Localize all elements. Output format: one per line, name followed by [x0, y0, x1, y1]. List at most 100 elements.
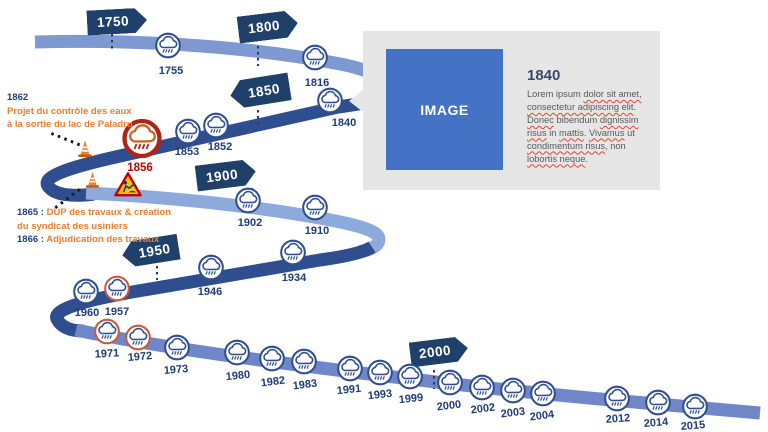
- info-panel: IMAGE 1840 Lorem ipsum dolor sit amet, co…: [349, 31, 660, 190]
- panel-text: 1840 Lorem ipsum dolor sit amet, consecte…: [527, 67, 655, 165]
- storm-icon: [164, 334, 190, 361]
- panel-body-line: lobortis neque.: [527, 153, 588, 164]
- decade-flag-1750: 1750: [86, 7, 147, 35]
- annotation-line: à la sortie du lac de Paladru: [7, 119, 133, 130]
- decade-flag-1850: 1850: [228, 72, 292, 109]
- roadwork-sign-icon: [114, 172, 142, 197]
- panel-body-line: risus in mattis. Vivamus ut: [527, 127, 635, 138]
- timeline-event-1840: [317, 87, 344, 119]
- year-label: 2015: [680, 418, 706, 432]
- timeline-event-2004: [530, 380, 557, 412]
- year-label: 1946: [197, 286, 223, 298]
- year-label: 2002: [470, 401, 496, 417]
- storm-icon: [203, 112, 229, 139]
- timeline-event-1910: [302, 194, 329, 226]
- timeline-event-1999: [397, 363, 424, 395]
- timeline-event-1816: [302, 44, 329, 76]
- flag-connector-dots-1950: [156, 266, 159, 280]
- annotation-line: 1866 : Adjudication des travaux: [17, 234, 160, 245]
- flag-connector-dots-1800: [257, 46, 260, 66]
- storm-icon: [125, 324, 151, 351]
- year-label: 1983: [292, 377, 318, 393]
- storm-icon: [469, 374, 495, 401]
- storm-icon: [437, 369, 463, 396]
- annotation-line: 1865 : DUP des travaux & création: [17, 207, 172, 218]
- storm-icon: [530, 380, 556, 407]
- traffic-cone-icon: [86, 171, 99, 188]
- year-label: 2003: [500, 405, 526, 421]
- year-label: 1982: [260, 374, 286, 390]
- year-label: 1972: [127, 349, 153, 365]
- traffic-cone-icon: [78, 140, 92, 158]
- panel-body-line: condimentum risus, non: [527, 140, 626, 151]
- storm-icon: [682, 393, 708, 420]
- timeline-event-1971: [94, 318, 121, 350]
- timeline-event-1982: [259, 345, 286, 377]
- storm-icon: [367, 359, 393, 386]
- year-label: 1980: [225, 368, 251, 384]
- timeline-event-2003: [500, 377, 527, 409]
- storm-icon: [302, 44, 328, 71]
- timeline-event-1902: [235, 187, 262, 219]
- storm-icon: [337, 355, 363, 382]
- timeline-event-1934: [280, 239, 307, 271]
- timeline-event-1852: [203, 112, 230, 144]
- storm-icon: [235, 187, 261, 214]
- year-label: 1973: [163, 362, 189, 378]
- storm-icon: [198, 254, 224, 281]
- year-label: 1971: [94, 347, 120, 361]
- annotation-1862: 1862 Projet du contrôle des eaux à la so…: [7, 91, 133, 132]
- storm-icon: [500, 377, 526, 404]
- year-label: 1852: [207, 141, 233, 153]
- annotation-line: du syndicat des usiniers: [17, 220, 128, 232]
- storm-icon: [397, 363, 423, 390]
- timeline-event-1946: [198, 254, 225, 286]
- storm-icon: [604, 385, 630, 412]
- timeline-event-1980: [224, 339, 251, 371]
- flag-label: 1850: [246, 80, 281, 101]
- road-segment-1750s: [34, 34, 394, 94]
- year-label: 2012: [605, 412, 631, 426]
- timeline-event-1983: [291, 348, 318, 380]
- timeline-event-1755: [155, 32, 182, 64]
- panel-title: 1840: [527, 67, 561, 84]
- storm-icon: [94, 318, 120, 345]
- flag-label: 2000: [418, 342, 452, 362]
- panel-body-line: consectetur adipiscing elit.: [527, 101, 637, 112]
- annotation-1865-1866: 1865 : DUP des travaux & création du syn…: [17, 206, 171, 247]
- year-label: 1755: [158, 65, 184, 77]
- panel-body-line: Lorem ipsum dolor sit amet,: [527, 89, 642, 99]
- image-placeholder-label: IMAGE: [420, 101, 469, 118]
- timeline-event-1960: [73, 278, 100, 310]
- panel-pointer: [349, 90, 363, 112]
- flag-label: 1750: [96, 13, 130, 31]
- flag-connector-dots-1850: [257, 110, 260, 125]
- storm-icon: [645, 389, 671, 416]
- storm-icon: [224, 339, 250, 366]
- flag-label: 1800: [247, 17, 281, 37]
- year-label: 2014: [643, 415, 669, 431]
- storm-icon: [104, 275, 130, 302]
- annotation-line: Projet du contrôle des eaux: [7, 105, 132, 117]
- flag-connector-dots-2000: [433, 370, 436, 389]
- year-label: 1993: [367, 387, 393, 403]
- flag-label: 1900: [205, 166, 239, 185]
- flag-connector-dots-1750: [111, 34, 114, 52]
- year-label: 1991: [336, 382, 362, 398]
- decade-flag-1800: 1800: [237, 9, 300, 43]
- year-label: 1934: [281, 272, 307, 284]
- year-label: 2000: [436, 398, 462, 414]
- timeline-event-1993: [367, 359, 394, 391]
- storm-icon: [73, 278, 99, 305]
- year-label: 1957: [104, 306, 130, 318]
- storm-icon: [291, 348, 317, 375]
- annotation-year: 1862: [7, 92, 29, 103]
- year-label: 1999: [398, 391, 424, 407]
- year-label: 2004: [529, 408, 555, 424]
- image-placeholder: IMAGE: [386, 49, 503, 170]
- storm-icon: [175, 118, 201, 145]
- panel-body: Lorem ipsum dolor sit amet, consectetur a…: [527, 88, 655, 165]
- storm-icon: [259, 345, 285, 372]
- storm-icon: [155, 32, 181, 59]
- timeline-event-1957: [104, 275, 131, 307]
